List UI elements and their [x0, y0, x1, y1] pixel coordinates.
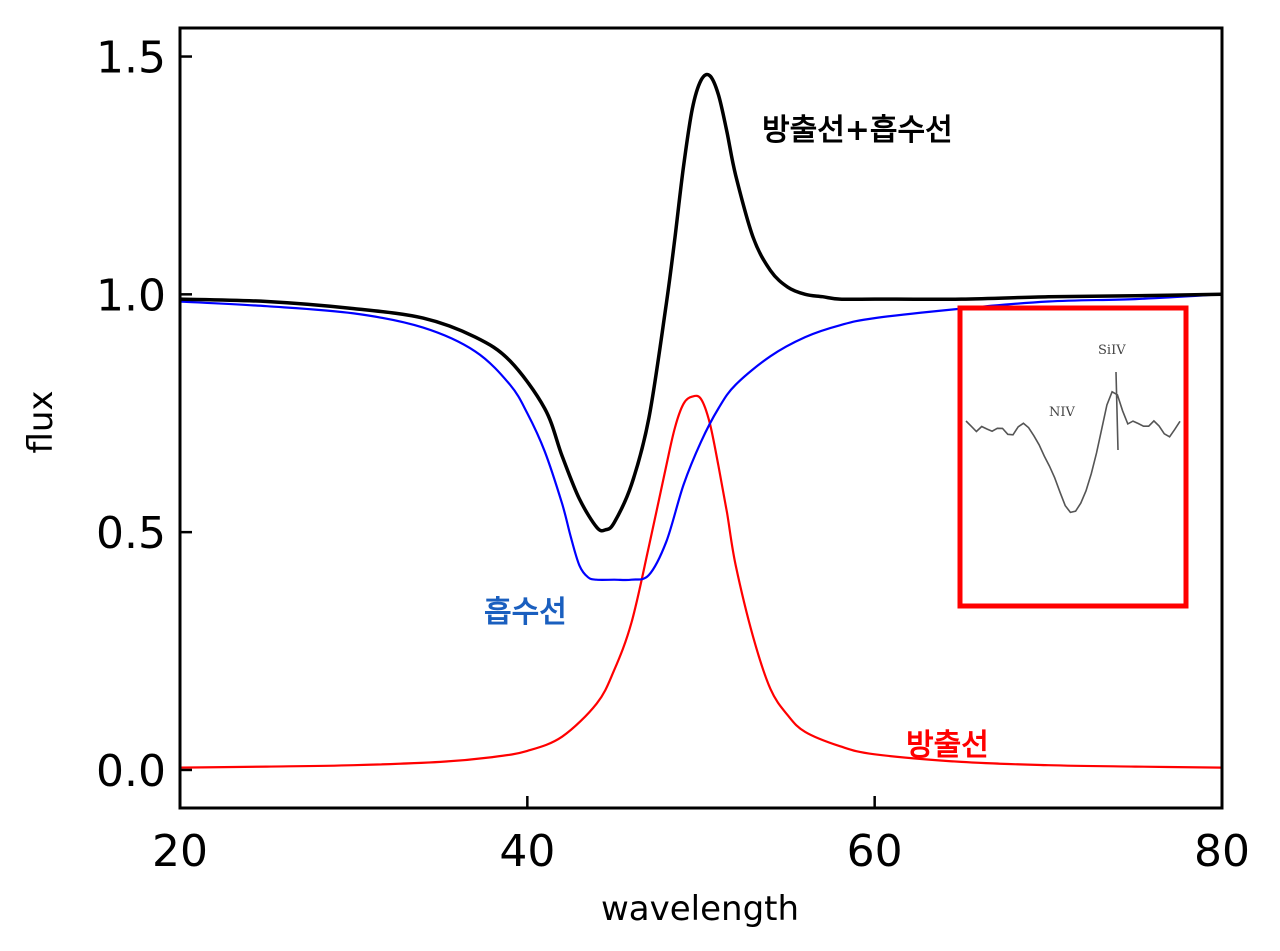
y-tick-label: 1.0: [96, 270, 166, 321]
y-axis-title: flux: [21, 390, 61, 453]
plot-frame: [178, 26, 1224, 810]
y-tick-label: 0.5: [96, 508, 166, 559]
axis-ticks: 20 40 60 80 0.0 0.5 1.0 1.5: [96, 33, 1250, 877]
annotation-combined: 방출선+흡수선: [762, 113, 953, 148]
inset-frame: [957, 305, 1189, 609]
inset-label-niv: NIV: [1049, 405, 1076, 420]
spectrum-inset: NIV SiIV: [957, 305, 1189, 609]
y-tick-label: 0.0: [96, 746, 166, 797]
plot-curves: [179, 72, 1223, 769]
x-tick-label: 60: [847, 826, 903, 877]
x-tick-label: 40: [499, 826, 555, 877]
annotation-emission: 방출선: [906, 728, 989, 763]
y-tick-label: 1.5: [96, 33, 166, 84]
absorption-curve: [179, 293, 1223, 582]
combined-curve: [179, 72, 1223, 533]
x-axis-title: wavelength: [601, 889, 799, 929]
inset-label-siiv: SiIV: [1098, 343, 1126, 358]
annotation-absorption: 흡수선: [484, 595, 567, 630]
x-tick-label: 80: [1194, 826, 1250, 877]
emission-curve: [179, 394, 1223, 769]
inset-spectrum-line: [965, 371, 1181, 514]
x-tick-label: 20: [152, 826, 208, 877]
